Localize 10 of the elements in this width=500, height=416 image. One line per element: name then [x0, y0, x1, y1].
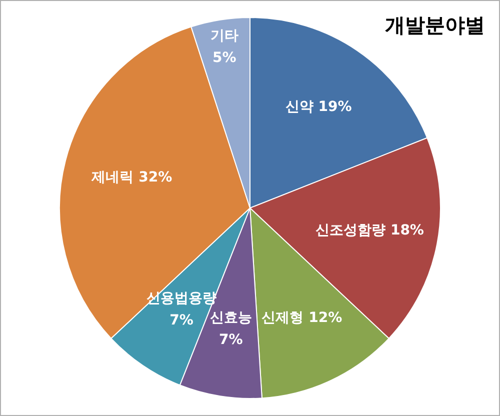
slice-label: 신약 19% [285, 98, 352, 115]
data-label: 7% [170, 312, 194, 328]
data-label: 7% [219, 332, 243, 348]
slice-label: 신제형 12% [262, 310, 342, 326]
slice-label: 제네릭 32% [90, 169, 172, 186]
chart-title: 개발분야별 [385, 13, 485, 38]
slice-label: 신효능 [210, 310, 252, 326]
data-label: 5% [212, 50, 236, 66]
slice-label: 신조성함량 18% [316, 222, 424, 238]
slice-label: 기타 [210, 28, 238, 44]
